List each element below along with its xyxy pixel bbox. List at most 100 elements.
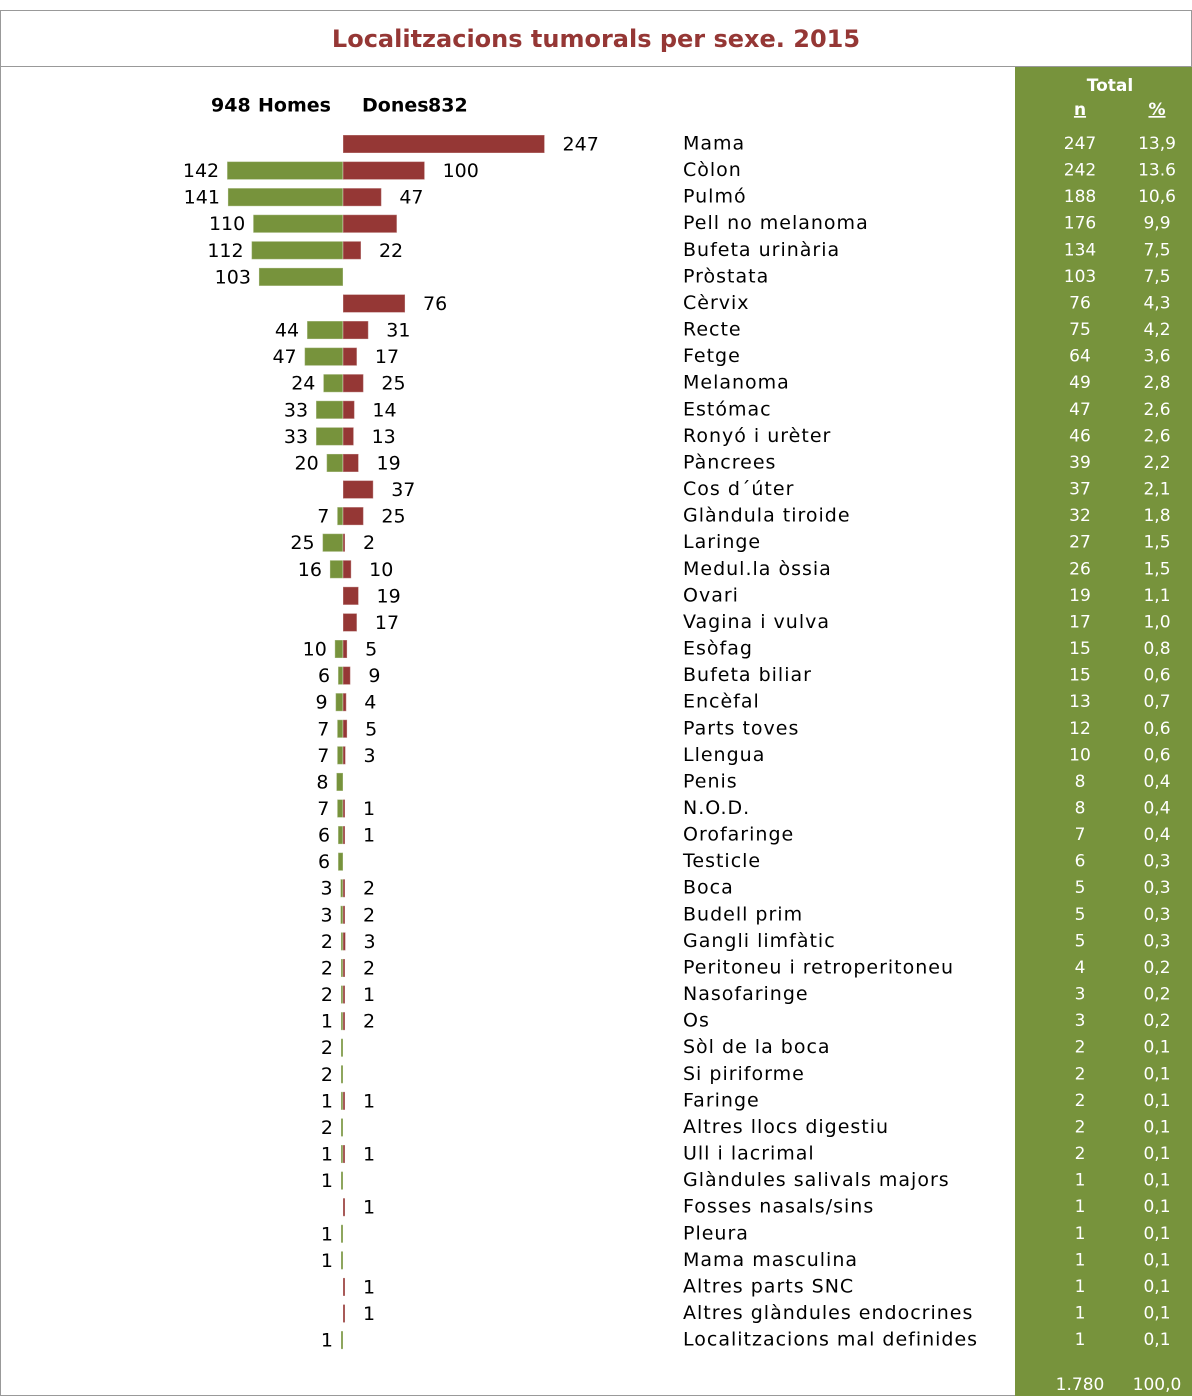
value-label: 1 — [321, 1330, 333, 1352]
value-label: 20 — [294, 452, 318, 474]
legend-entry: Homes — [258, 95, 331, 117]
table-cell: 0,7 — [1143, 692, 1170, 712]
bar — [336, 799, 344, 818]
table-cell: 1,8 — [1143, 506, 1170, 526]
bar — [342, 692, 347, 712]
category-label: Ronyó i urèter — [683, 425, 831, 447]
category-label: Testicle — [682, 850, 761, 872]
category-label: Pulmó — [683, 186, 747, 208]
bar — [340, 1038, 344, 1058]
table-cell: 0,8 — [1143, 639, 1170, 659]
category-label: Pròstata — [683, 265, 769, 287]
bar — [342, 1011, 346, 1031]
value-label: 31 — [386, 320, 410, 342]
table-cell: 242 — [1064, 161, 1096, 181]
category-label: Peritoneu i retroperitoneu — [683, 956, 954, 978]
table-cell: 103 — [1064, 267, 1096, 287]
table-cell: 9,9 — [1143, 214, 1170, 234]
value-label: 2 — [321, 1117, 333, 1139]
category-label: Si piriforme — [683, 1063, 805, 1085]
value-label: 9 — [316, 692, 328, 714]
table-cell: 3 — [1075, 985, 1086, 1005]
value-label: 2 — [363, 957, 375, 979]
value-label: 100 — [443, 160, 479, 182]
table-cell: 4,3 — [1143, 293, 1170, 313]
bar — [342, 931, 346, 951]
table-cell: 2 — [1075, 1091, 1086, 1111]
value-label: 7 — [317, 798, 329, 820]
value-label: 247 — [563, 134, 599, 156]
category-label: Cos d´úter — [683, 478, 794, 500]
table-cell: 2 — [1075, 1038, 1086, 1058]
bar — [342, 134, 546, 154]
table-cell: 13,9 — [1138, 134, 1176, 154]
bar — [340, 1330, 344, 1350]
value-label: 1 — [363, 1090, 375, 1112]
table-cell: 12 — [1069, 719, 1091, 739]
category-label: Melanoma — [683, 372, 790, 394]
value-label: 16 — [298, 559, 322, 581]
value-label: 44 — [275, 320, 299, 342]
series-total: 948 — [211, 95, 251, 117]
value-label: 1 — [363, 1197, 375, 1219]
value-label: 7 — [317, 745, 329, 767]
category-label: Sòl de la boca — [683, 1036, 831, 1058]
bar — [340, 1117, 344, 1137]
category-label: Altres llocs digestiu — [683, 1116, 889, 1138]
table-cell: 188 — [1064, 187, 1096, 207]
table-cell: 0,1 — [1143, 1330, 1170, 1350]
bar — [336, 745, 344, 765]
value-label: 7 — [317, 718, 329, 740]
value-label: 1 — [363, 1276, 375, 1298]
table-header: % — [1148, 100, 1165, 120]
bar — [336, 719, 344, 739]
bar — [342, 214, 398, 234]
category-label: Ull i lacrimal — [683, 1143, 815, 1165]
bar — [315, 426, 344, 446]
table-cell: 0,1 — [1143, 1250, 1170, 1270]
frame — [0, 10, 1192, 1396]
bar — [337, 852, 344, 872]
value-label: 5 — [365, 639, 377, 661]
table-cell: 0,6 — [1143, 745, 1170, 765]
table-cell: 0,1 — [1143, 1304, 1170, 1324]
table-cell: 37 — [1069, 480, 1091, 500]
table-cell: 0,1 — [1143, 1197, 1170, 1217]
value-label: 3 — [363, 745, 375, 767]
bar — [342, 161, 426, 181]
bar — [337, 666, 344, 686]
table-cell: 1 — [1075, 1250, 1086, 1270]
table-cell: 1,5 — [1143, 533, 1170, 553]
value-label: 1 — [321, 1144, 333, 1166]
bar — [342, 1197, 346, 1217]
table-cell: 15 — [1069, 666, 1091, 686]
table-cell: 2,1 — [1143, 480, 1170, 500]
value-label: 141 — [184, 187, 220, 209]
value-label: 3 — [320, 878, 332, 900]
table-cell: 1,5 — [1143, 559, 1170, 579]
table-cell: 32 — [1069, 506, 1091, 526]
bar — [342, 400, 355, 420]
category-label: Còlon — [683, 159, 742, 181]
bar — [342, 958, 346, 978]
table-cell: 176 — [1064, 214, 1096, 234]
table-cell: 2 — [1075, 1117, 1086, 1137]
table-cell: 3,6 — [1143, 347, 1170, 367]
table-cell: 1 — [1075, 1197, 1086, 1217]
table-cell: 46 — [1069, 426, 1091, 446]
value-label: 76 — [423, 293, 447, 315]
category-label: Medul.la òssia — [683, 558, 832, 580]
table-cell: 0,1 — [1143, 1224, 1170, 1244]
value-label: 6 — [318, 665, 330, 687]
table-cell: 3 — [1075, 1011, 1086, 1031]
table-cell: 1 — [1075, 1277, 1086, 1297]
bar — [342, 453, 360, 473]
table-cell: 2 — [1075, 1064, 1086, 1084]
table-cell: 2,8 — [1143, 373, 1170, 393]
value-label: 1 — [363, 1303, 375, 1325]
bar — [252, 214, 344, 234]
table-cell: 13.6 — [1138, 161, 1176, 181]
table-cell: 6 — [1075, 852, 1086, 872]
table-cell: 5 — [1075, 905, 1086, 925]
